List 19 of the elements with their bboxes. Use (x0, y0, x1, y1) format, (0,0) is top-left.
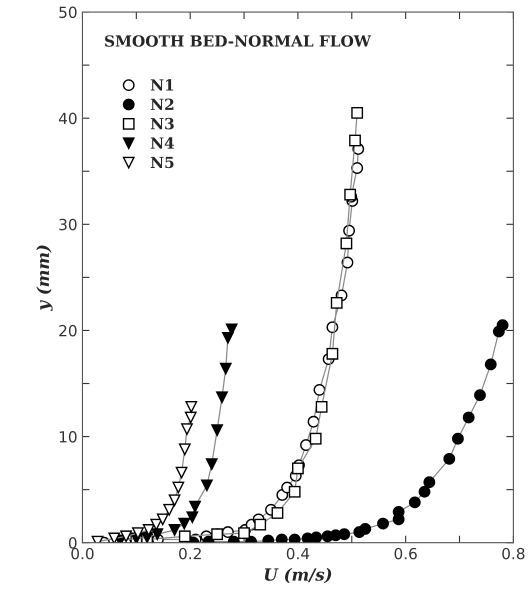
legend-label: N1 (150, 79, 174, 90)
y-axis-title: y (mm) (36, 246, 53, 311)
y-tick-label: 50 (59, 6, 77, 18)
legend-label: N4 (150, 137, 174, 149)
y-tick-label: 10 (60, 431, 77, 443)
x-axis-title: U (m/s) (264, 568, 332, 584)
y-tick-label: 30 (59, 218, 77, 230)
x-tick-label: 0.8 (502, 548, 524, 560)
y-tick-label: 40 (58, 112, 77, 124)
x-tick-label: 0.4 (286, 548, 310, 560)
y-tick-label: 20 (59, 324, 77, 336)
text: SMOOTH BED-NORMAL FLOW (105, 35, 372, 47)
legend-label: N2 (150, 98, 174, 110)
legend-label: N3 (150, 118, 174, 130)
legend-label: N5 (150, 156, 174, 168)
x-tick-label: 0.6 (394, 548, 417, 560)
x-tick-label: 0.2 (179, 548, 201, 560)
y-tick-label: 0 (68, 537, 77, 549)
text: 0.0 (71, 548, 94, 560)
